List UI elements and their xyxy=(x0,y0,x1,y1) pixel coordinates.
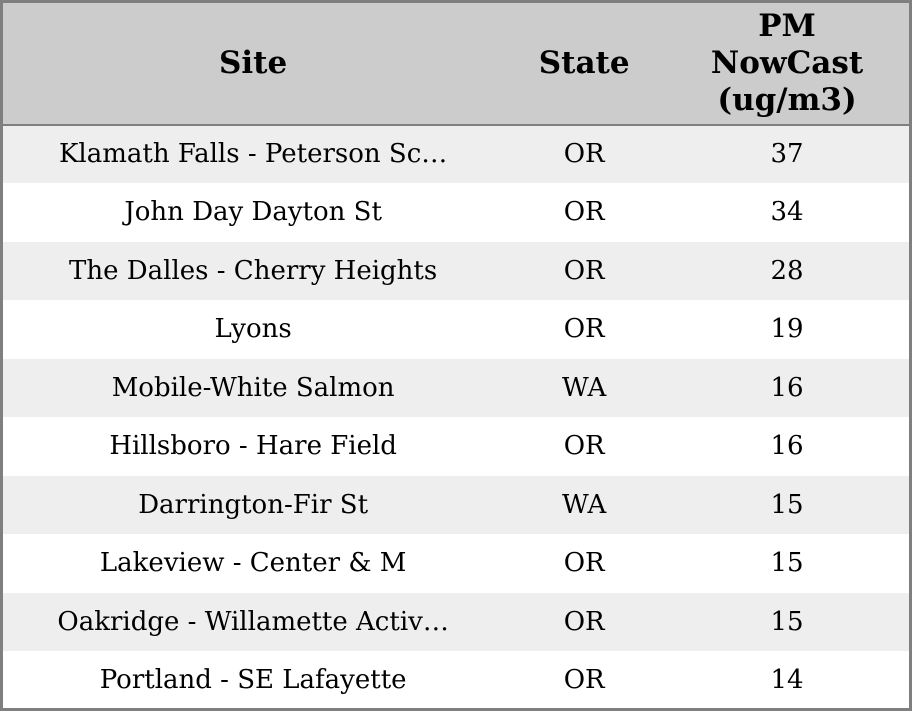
table-row: Mobile-White Salmon WA 16 xyxy=(1,358,911,417)
table-body: Klamath Falls - Peterson Sc… OR 37 John … xyxy=(1,124,911,710)
column-header-site: Site xyxy=(1,1,504,126)
table-row: Hillsboro - Hare Field OR 16 xyxy=(1,417,911,476)
site-cell: Portland - SE Lafayette xyxy=(99,664,407,695)
table-row: The Dalles - Cherry Heights OR 28 xyxy=(1,241,911,300)
pm-value-cell: 19 xyxy=(770,314,804,345)
pm-value-cell: 16 xyxy=(770,372,804,403)
site-cell: Lyons xyxy=(214,314,292,345)
site-cell: John Day Dayton St xyxy=(124,197,382,228)
site-cell: Darrington-Fir St xyxy=(138,489,369,520)
site-cell: Hillsboro - Hare Field xyxy=(109,431,397,462)
state-cell: OR xyxy=(563,139,605,170)
site-cell: Mobile-White Salmon xyxy=(111,372,395,403)
site-cell: Klamath Falls - Peterson Sc… xyxy=(58,139,448,170)
state-cell: OR xyxy=(563,255,605,286)
pm-value-cell: 34 xyxy=(770,197,804,228)
state-cell: OR xyxy=(563,606,605,637)
pm-value-cell: 14 xyxy=(770,664,804,695)
pm-value-cell: 15 xyxy=(770,489,804,520)
table-row: Lakeview - Center & M OR 15 xyxy=(1,534,911,593)
site-cell: The Dalles - Cherry Heights xyxy=(69,255,438,286)
state-cell: OR xyxy=(563,431,605,462)
state-cell: OR xyxy=(563,197,605,228)
table-row: Lyons OR 19 xyxy=(1,300,911,359)
state-cell: OR xyxy=(563,664,605,695)
table-row: Portland - SE Lafayette OR 14 xyxy=(1,651,911,710)
table-row: Oakridge - Willamette Activ… OR 15 xyxy=(1,592,911,651)
state-cell: WA xyxy=(562,489,607,520)
pm-value-cell: 15 xyxy=(770,548,804,579)
table-row: Klamath Falls - Peterson Sc… OR 37 xyxy=(1,124,911,183)
pm-value-cell: 16 xyxy=(770,431,804,462)
site-cell: Oakridge - Willamette Activ… xyxy=(57,606,449,637)
pm-value-cell: 15 xyxy=(770,606,804,637)
header-row: Site State PM NowCast (ug/m3) xyxy=(1,1,911,126)
state-cell: OR xyxy=(563,548,605,579)
table-row: John Day Dayton St OR 34 xyxy=(1,183,911,242)
column-header-state: State xyxy=(503,1,666,126)
site-cell: Lakeview - Center & M xyxy=(99,548,407,579)
table-header: Site State PM NowCast (ug/m3) xyxy=(1,1,911,126)
pm-value-cell: 37 xyxy=(770,139,804,170)
table-row: Darrington-Fir St WA 15 xyxy=(1,475,911,534)
state-cell: WA xyxy=(562,372,607,403)
pm-value-cell: 28 xyxy=(770,255,804,286)
column-header-pm-nowcast: PM NowCast (ug/m3) xyxy=(665,1,911,126)
state-cell: OR xyxy=(563,314,605,345)
